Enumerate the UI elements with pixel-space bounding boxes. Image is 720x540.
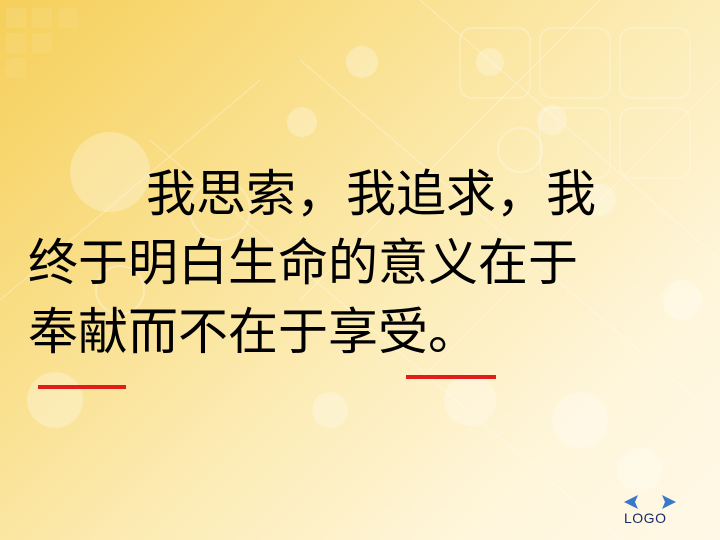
red-underline-left [38,385,126,389]
main-text-block: 我思索，我追求，我 终于明白生命的意义在于 奉献而不在于享受。 [28,160,700,367]
logo: LOGO [618,492,682,532]
text-line-3: 奉献而不在于享受。 [28,303,478,361]
logo-arrows-icon [624,495,676,509]
logo-text: LOGO [624,510,667,526]
text-line-1: 我思索，我追求，我 [146,165,596,223]
text-line-2: 终于明白生命的意义在于 [28,234,578,292]
red-underline-right [406,375,496,379]
